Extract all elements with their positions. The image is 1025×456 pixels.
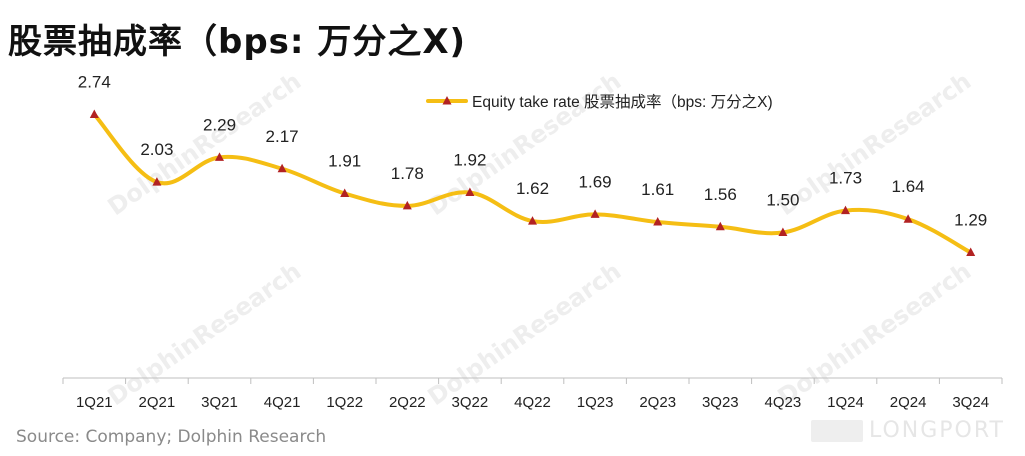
x-tick-label: 4Q22 <box>514 394 551 411</box>
brand-watermark: LONGPORT <box>810 418 1005 443</box>
data-label: 1.64 <box>892 177 925 196</box>
x-tick-label: 2Q24 <box>890 394 927 411</box>
data-label: 2.74 <box>78 73 111 92</box>
legend-marker <box>442 96 452 105</box>
source-note: Source: Company; Dolphin Research <box>16 427 327 447</box>
x-tick-label: 3Q23 <box>702 394 739 411</box>
data-point <box>653 217 663 226</box>
x-tick-label: 2Q23 <box>639 394 676 411</box>
x-tick-label: 3Q24 <box>952 394 989 411</box>
data-label: 1.78 <box>391 164 424 183</box>
data-point <box>465 187 475 197</box>
data-point <box>340 188 350 197</box>
x-tick-label: 1Q24 <box>827 394 864 411</box>
data-point <box>89 109 99 119</box>
data-label: 1.29 <box>954 211 987 230</box>
data-point <box>903 214 913 223</box>
data-label: 1.50 <box>766 191 799 210</box>
data-point <box>528 216 537 225</box>
chart-title: 股票抽成率（bps: 万分之X) <box>8 22 467 62</box>
data-label: 2.03 <box>140 140 173 159</box>
legend-label: Equity take rate 股票抽成率（bps: 万分之X) <box>472 93 773 111</box>
data-label: 1.91 <box>328 151 361 170</box>
x-tick-label: 2Q22 <box>389 394 426 411</box>
data-label: 1.73 <box>829 169 862 188</box>
data-label: 1.62 <box>516 179 549 198</box>
x-tick-label: 1Q23 <box>577 394 614 411</box>
brand-name: LONGPORT <box>868 418 1005 443</box>
data-label: 1.69 <box>579 172 612 191</box>
data-point <box>277 163 287 173</box>
data-label: 2.17 <box>266 127 299 146</box>
data-point <box>841 205 850 215</box>
data-point <box>590 209 600 218</box>
x-tick-label: 2Q21 <box>139 394 176 411</box>
brand-logo <box>810 419 863 442</box>
data-point <box>152 177 162 186</box>
data-point <box>402 200 412 210</box>
data-label: 1.92 <box>453 151 486 170</box>
data-label: 1.61 <box>641 180 674 199</box>
data-point <box>215 152 224 161</box>
data-point <box>715 221 725 231</box>
x-tick-label: 3Q21 <box>201 394 238 411</box>
data-point <box>966 247 976 256</box>
x-tick-label: 1Q21 <box>76 394 113 411</box>
data-label: 1.56 <box>704 185 737 204</box>
x-tick-label: 3Q22 <box>452 394 489 411</box>
data-label: 2.29 <box>203 115 236 134</box>
series-line <box>92 112 973 255</box>
data-point <box>778 227 788 237</box>
x-tick-label: 4Q21 <box>264 394 301 411</box>
x-tick-label: 1Q22 <box>326 394 363 411</box>
x-tick-label: 4Q23 <box>765 394 802 411</box>
